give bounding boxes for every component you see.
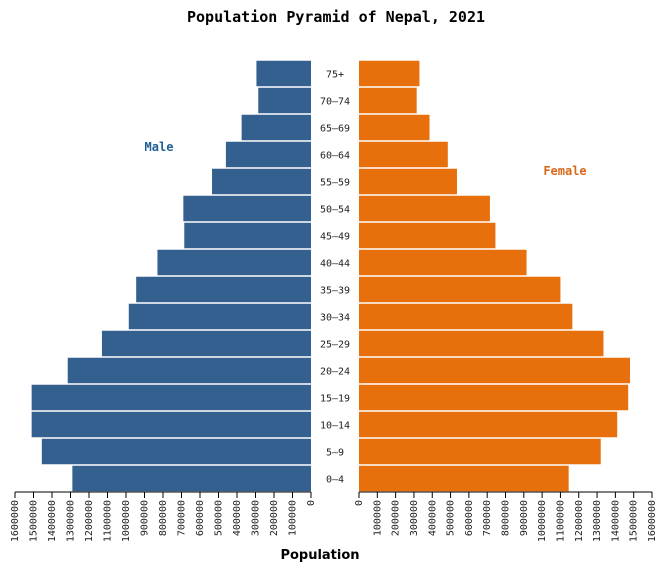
- age-group-label: 70–74: [320, 97, 350, 108]
- age-group-label: 75+: [326, 70, 344, 81]
- male-tick-label: 800000: [158, 500, 169, 536]
- male-bar: [101, 330, 311, 357]
- female-tick-label: 1100000: [555, 500, 566, 542]
- age-group-label: 0–4: [326, 475, 344, 486]
- female-bar: [359, 438, 601, 465]
- male-tick-label: 700000: [177, 500, 188, 536]
- female-tick-label: 400000: [427, 500, 438, 536]
- female-tick-label: 1500000: [629, 500, 640, 542]
- female-tick-label: 0: [354, 500, 365, 506]
- male-tick-label: 1100000: [103, 500, 114, 542]
- female-tick-label: 1000000: [537, 500, 548, 542]
- male-tick-label: 0: [306, 500, 317, 506]
- male-tick-label: 1000000: [121, 500, 132, 542]
- female-bar: [359, 222, 496, 249]
- female-tick-label: 900000: [519, 500, 530, 536]
- female-tick-label: 1200000: [574, 500, 585, 542]
- female-tick-label: 300000: [409, 500, 420, 536]
- age-group-label: 25–29: [320, 340, 350, 351]
- male-bar: [136, 276, 311, 303]
- age-group-label: 45–49: [320, 232, 350, 243]
- female-tick-label: 500000: [446, 500, 457, 536]
- male-bar: [128, 303, 311, 330]
- age-group-label: 30–34: [320, 313, 350, 324]
- female-bar: [359, 303, 573, 330]
- age-group-label: 55–59: [320, 178, 350, 189]
- female-tick-label: 800000: [501, 500, 512, 536]
- female-bar: [359, 60, 420, 87]
- female-bars: [359, 60, 631, 492]
- male-bar: [225, 141, 311, 168]
- x-axis-title: Population: [280, 548, 359, 563]
- female-tick-label: 1300000: [592, 500, 603, 542]
- male-bars: [31, 60, 312, 492]
- female-bar: [359, 249, 527, 276]
- female-bar: [359, 357, 631, 384]
- female-tick-label: 1400000: [610, 500, 621, 542]
- female-tick-label: 1600000: [647, 500, 656, 542]
- male-bar: [183, 195, 311, 222]
- female-bar: [359, 384, 629, 411]
- female-bar: [359, 411, 618, 438]
- age-group-label: 35–39: [320, 286, 350, 297]
- male-bar: [256, 60, 311, 87]
- male-bar: [258, 87, 311, 114]
- male-tick-label: 1200000: [84, 500, 95, 542]
- age-group-label: 60–64: [320, 151, 350, 162]
- male-bar: [184, 222, 311, 249]
- male-bar: [41, 438, 311, 465]
- male-tick-label: 900000: [140, 500, 151, 536]
- female-bar: [359, 330, 604, 357]
- female-bar: [359, 114, 430, 141]
- female-tick-label: 700000: [482, 500, 493, 536]
- female-bar: [359, 276, 561, 303]
- chart-title: Population Pyramid of Nepal, 2021: [187, 8, 485, 26]
- male-bar: [31, 411, 312, 438]
- legend-male: Male: [145, 140, 174, 154]
- male-tick-label: 400000: [232, 500, 243, 536]
- male-bar: [212, 168, 311, 195]
- male-bar: [241, 114, 311, 141]
- female-tick-label: 200000: [391, 500, 402, 536]
- age-group-label: 40–44: [320, 259, 350, 270]
- male-bar: [31, 384, 312, 411]
- male-tick-label: 1600000: [10, 500, 21, 542]
- male-bar: [67, 357, 311, 384]
- female-bar: [359, 465, 569, 492]
- female-tick-label: 100000: [372, 500, 383, 536]
- male-bar: [72, 465, 311, 492]
- male-tick-label: 500000: [214, 500, 225, 536]
- age-group-label: 5–9: [326, 448, 344, 459]
- male-tick-label: 1300000: [66, 500, 77, 542]
- male-x-axis: 0 100000 200000 300000 400000 500000 600000 700…: [10, 491, 317, 542]
- female-x-axis: 0 100000 200000 300000 400000 500000 600000 700…: [354, 491, 656, 542]
- female-bar: [359, 168, 457, 195]
- age-group-label: 15–19: [320, 394, 350, 405]
- female-bar: [359, 195, 490, 222]
- male-tick-label: 100000: [288, 500, 299, 536]
- male-tick-label: 300000: [251, 500, 262, 536]
- male-tick-label: 600000: [195, 500, 206, 536]
- age-group-label: 50–54: [320, 205, 350, 216]
- age-group-label: 65–69: [320, 124, 350, 135]
- female-bar: [359, 87, 417, 114]
- male-tick-label: 1400000: [47, 500, 58, 542]
- age-group-label: 20–24: [320, 367, 350, 378]
- female-tick-label: 600000: [464, 500, 475, 536]
- female-bar: [359, 141, 448, 168]
- male-tick-label: 1500000: [29, 500, 40, 542]
- male-tick-label: 200000: [269, 500, 280, 536]
- legend-female: Female: [543, 164, 586, 178]
- male-bar: [157, 249, 311, 276]
- age-group-label: 10–14: [320, 421, 350, 432]
- age-group-labels: 0–4 5–9 10–14 15–19 20–24 25–29 30–34 35–39 40–4…: [320, 70, 350, 486]
